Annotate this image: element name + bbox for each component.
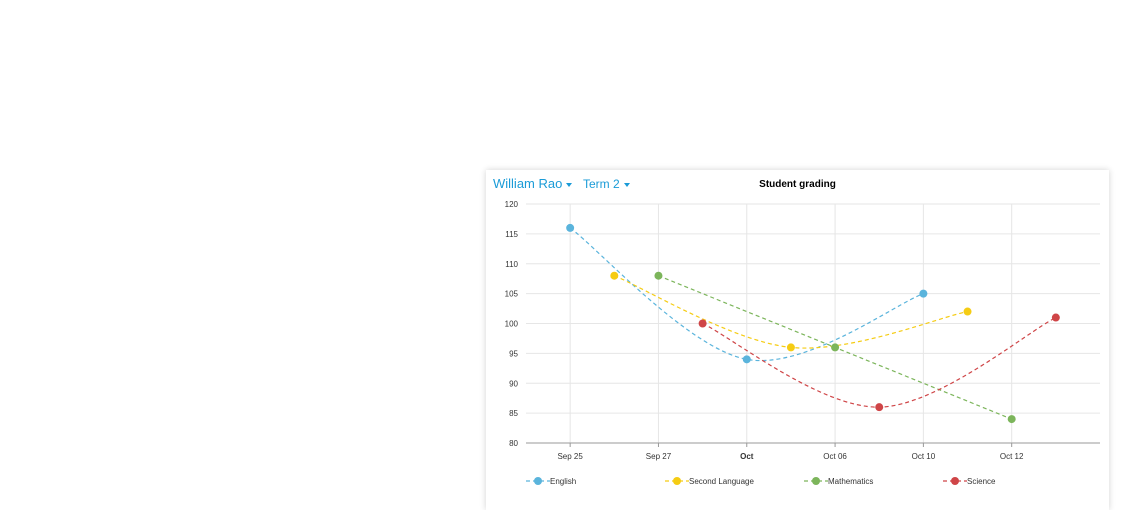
x-tick-label: Sep 27	[646, 452, 672, 461]
chart-title: Student grading	[759, 179, 836, 190]
data-point-science	[1051, 313, 1060, 322]
data-point-second-language	[786, 343, 795, 352]
legend-marker	[534, 477, 542, 485]
y-tick-label: 100	[505, 320, 519, 329]
caret-down-icon	[566, 182, 573, 187]
data-point-second-language	[963, 307, 972, 316]
y-tick-label: 90	[509, 379, 518, 388]
y-tick-label: 80	[509, 439, 518, 448]
data-point-mathematics	[831, 343, 840, 352]
chart-header: William Rao Term 2 Student grading	[486, 170, 1109, 200]
x-tick-label: Oct 06	[823, 452, 847, 461]
student-name: William Rao	[493, 176, 563, 191]
data-point-second-language	[610, 271, 619, 280]
student-selector[interactable]: William Rao	[493, 176, 573, 191]
data-point-science	[875, 403, 884, 412]
legend-item-english: English	[526, 477, 576, 486]
series-group	[566, 223, 1060, 424]
legend-item-second-language: Second Language	[665, 477, 755, 486]
y-tick-label: 115	[505, 230, 518, 239]
data-point-english	[742, 355, 751, 364]
y-tick-label: 95	[509, 349, 518, 358]
x-tick-label: Oct 10	[912, 452, 936, 461]
y-tick-label: 105	[505, 290, 519, 299]
grid	[526, 203, 1100, 443]
data-point-mathematics	[1007, 415, 1016, 424]
legend-label: Second Language	[689, 477, 755, 486]
legend-marker	[812, 477, 820, 485]
line-chart: 80 85 90 95 100 105 110 115 120 Sep 25 Sep 27 Oct Oc…	[505, 200, 1100, 486]
y-tick-label: 120	[505, 200, 519, 209]
data-point-english	[919, 289, 928, 298]
data-point-mathematics	[654, 271, 663, 280]
legend-item-science: Science	[943, 477, 996, 486]
term-selector[interactable]: Term 2	[583, 177, 630, 191]
legend-label: English	[550, 477, 576, 486]
x-tick-label: Sep 25	[557, 452, 583, 461]
legend-label: Mathematics	[828, 477, 873, 486]
legend-marker	[673, 477, 681, 485]
y-tick-label: 85	[509, 409, 518, 418]
term-label: Term 2	[583, 177, 620, 191]
chart-card: William Rao Term 2 Student grading 80 85 9…	[486, 170, 1109, 510]
caret-down-icon	[623, 182, 630, 187]
x-tick-label: Oct	[740, 452, 754, 461]
axis: 80 85 90 95 100 105 110 115 120 Sep 25 Sep 27 Oct Oc…	[505, 200, 1100, 461]
legend-item-mathematics: Mathematics	[804, 477, 873, 486]
y-tick-label: 110	[505, 260, 518, 269]
series-line-science	[702, 316, 1057, 408]
series-line-second-language	[614, 275, 968, 349]
x-tick-label: Oct 12	[1000, 452, 1024, 461]
legend-label: Science	[967, 477, 996, 486]
legend: English Second Language Mathematics Science	[526, 477, 996, 486]
legend-marker	[951, 477, 959, 485]
data-point-english	[566, 223, 575, 232]
data-point-science	[698, 319, 707, 328]
